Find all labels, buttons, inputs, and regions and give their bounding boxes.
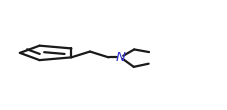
Text: N: N: [115, 51, 125, 64]
